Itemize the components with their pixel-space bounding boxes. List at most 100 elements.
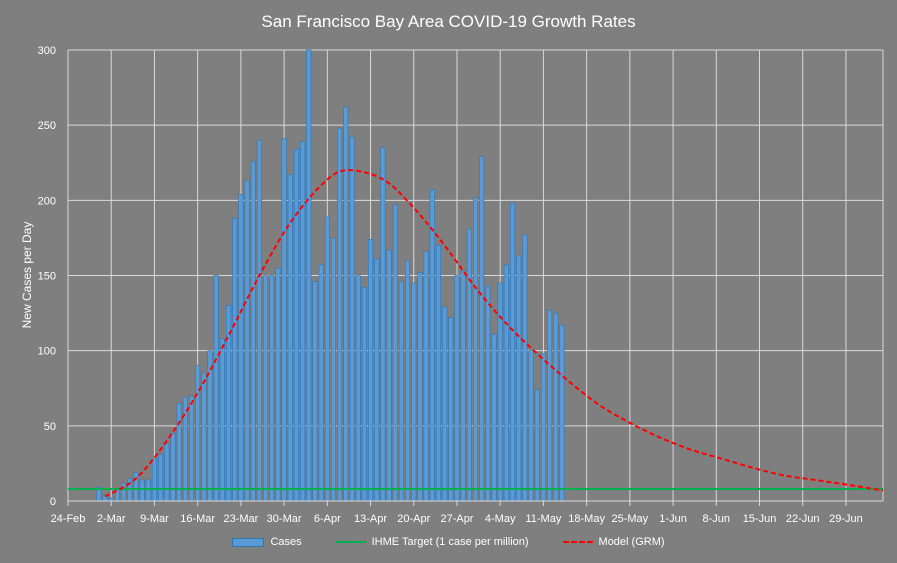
cases-bar [460, 270, 466, 502]
x-tick-label: 1-Jun [659, 513, 687, 525]
legend-label-cases: Cases [270, 536, 302, 548]
cases-bar [368, 239, 374, 502]
cases-bar [454, 275, 460, 502]
cases-bar [188, 395, 195, 502]
cases-bar [151, 458, 157, 502]
cases-bar [275, 267, 281, 502]
y-tick-label: 50 [44, 421, 56, 433]
x-tick-label: 30-Mar [267, 513, 302, 525]
cases-bar [324, 216, 330, 502]
cases-bar [485, 285, 491, 502]
x-tick-label: 4-May [485, 513, 516, 525]
x-tick-label: 24-Feb [51, 513, 86, 525]
cases-bar [516, 255, 522, 502]
cases-bar [318, 264, 324, 502]
x-tick-label: 22-Jun [786, 513, 820, 525]
x-tick-label: 27-Apr [440, 513, 473, 525]
cases-bar [256, 139, 262, 502]
cases-bar [423, 251, 429, 502]
cases-bar [442, 306, 448, 502]
cases-bar [386, 249, 392, 502]
cases-bar [281, 138, 287, 502]
cases-bar [330, 237, 337, 502]
cases-bar [139, 479, 145, 502]
cases-bar [293, 148, 299, 502]
cases-bar [559, 324, 565, 502]
cases-bar [232, 218, 238, 502]
y-axis-label: New Cases per Day [20, 222, 34, 329]
y-tick-label: 0 [50, 496, 56, 508]
cases-bars [96, 49, 565, 502]
legend-label-model: Model (GRM) [598, 536, 665, 548]
legend-label-ihme-target: IHME Target (1 case per million) [371, 536, 529, 548]
cases-bar [472, 197, 479, 502]
cases-bar [503, 264, 509, 502]
cases-bar [534, 389, 540, 502]
legend-swatch-model [562, 541, 593, 543]
x-tick-label: 6-Apr [314, 513, 341, 525]
cases-bar [250, 160, 256, 502]
x-tick-label: 15-Jun [743, 513, 777, 525]
cases-bar [435, 245, 441, 502]
cases-bar [355, 275, 361, 502]
x-tick-label: 16-Mar [180, 513, 215, 525]
cases-bar [201, 372, 207, 502]
cases-bar [300, 141, 306, 502]
x-tick-label: 29-Jun [829, 513, 863, 525]
cases-bar [528, 350, 534, 502]
legend-item-model: Model (GRM) [562, 536, 665, 548]
cases-bar [269, 275, 275, 502]
x-tick-label: 23-Mar [223, 513, 258, 525]
cases-bar [226, 305, 232, 502]
x-tick-label: 8-Jun [703, 513, 731, 525]
cases-bar [553, 312, 559, 502]
cases-bar [195, 365, 201, 502]
cases-bar [398, 281, 404, 502]
model-grm-line [104, 169, 884, 498]
x-tick-label: 2-Mar [97, 513, 126, 525]
cases-bar [405, 260, 411, 502]
legend-swatch-cases [232, 537, 265, 547]
cases-bar [182, 396, 188, 502]
y-tick-label: 150 [38, 271, 56, 283]
legend-swatch-ihme-target [335, 541, 366, 543]
cases-bar [337, 127, 343, 502]
cases-bar [466, 228, 472, 502]
cases-bar [158, 454, 164, 502]
legend-item-ihme-target: IHME Target (1 case per million) [335, 536, 529, 548]
cases-bar [374, 258, 380, 502]
cases-bar [392, 204, 398, 502]
cases-bar [411, 282, 417, 502]
x-tick-label: 25-May [612, 513, 649, 525]
cases-bar [547, 309, 553, 502]
x-tick-label: 11-May [525, 513, 561, 525]
legend-item-cases: Cases [232, 536, 302, 548]
y-tick-label: 300 [38, 45, 56, 57]
cases-bar [479, 156, 485, 502]
x-tick-label: 9-Mar [140, 513, 169, 525]
cases-bar [380, 147, 386, 502]
cases-bar [287, 174, 293, 502]
cases-bar [361, 287, 367, 502]
cases-bar [219, 338, 225, 502]
chart-title: San Francisco Bay Area COVID-19 Growth R… [261, 12, 636, 31]
cases-bar [312, 281, 318, 502]
cases-bar [244, 180, 250, 502]
cases-bar [263, 275, 269, 502]
legend: Cases IHME Target (1 case per million) M… [0, 536, 897, 548]
cases-bar [522, 234, 528, 502]
cases-bar [306, 49, 312, 502]
series-lines [68, 169, 884, 498]
cases-bar [213, 275, 219, 502]
cases-bar [349, 136, 355, 502]
x-tick-label: 18-May [568, 513, 605, 525]
y-tick-label: 250 [38, 120, 56, 132]
cases-bar [170, 433, 176, 502]
x-tick-label: 13-Apr [354, 513, 387, 525]
cases-bar [343, 106, 349, 502]
cases-bar [429, 189, 435, 502]
cases-bar [491, 333, 497, 502]
cases-bar [133, 472, 139, 502]
cases-bar [417, 272, 423, 502]
